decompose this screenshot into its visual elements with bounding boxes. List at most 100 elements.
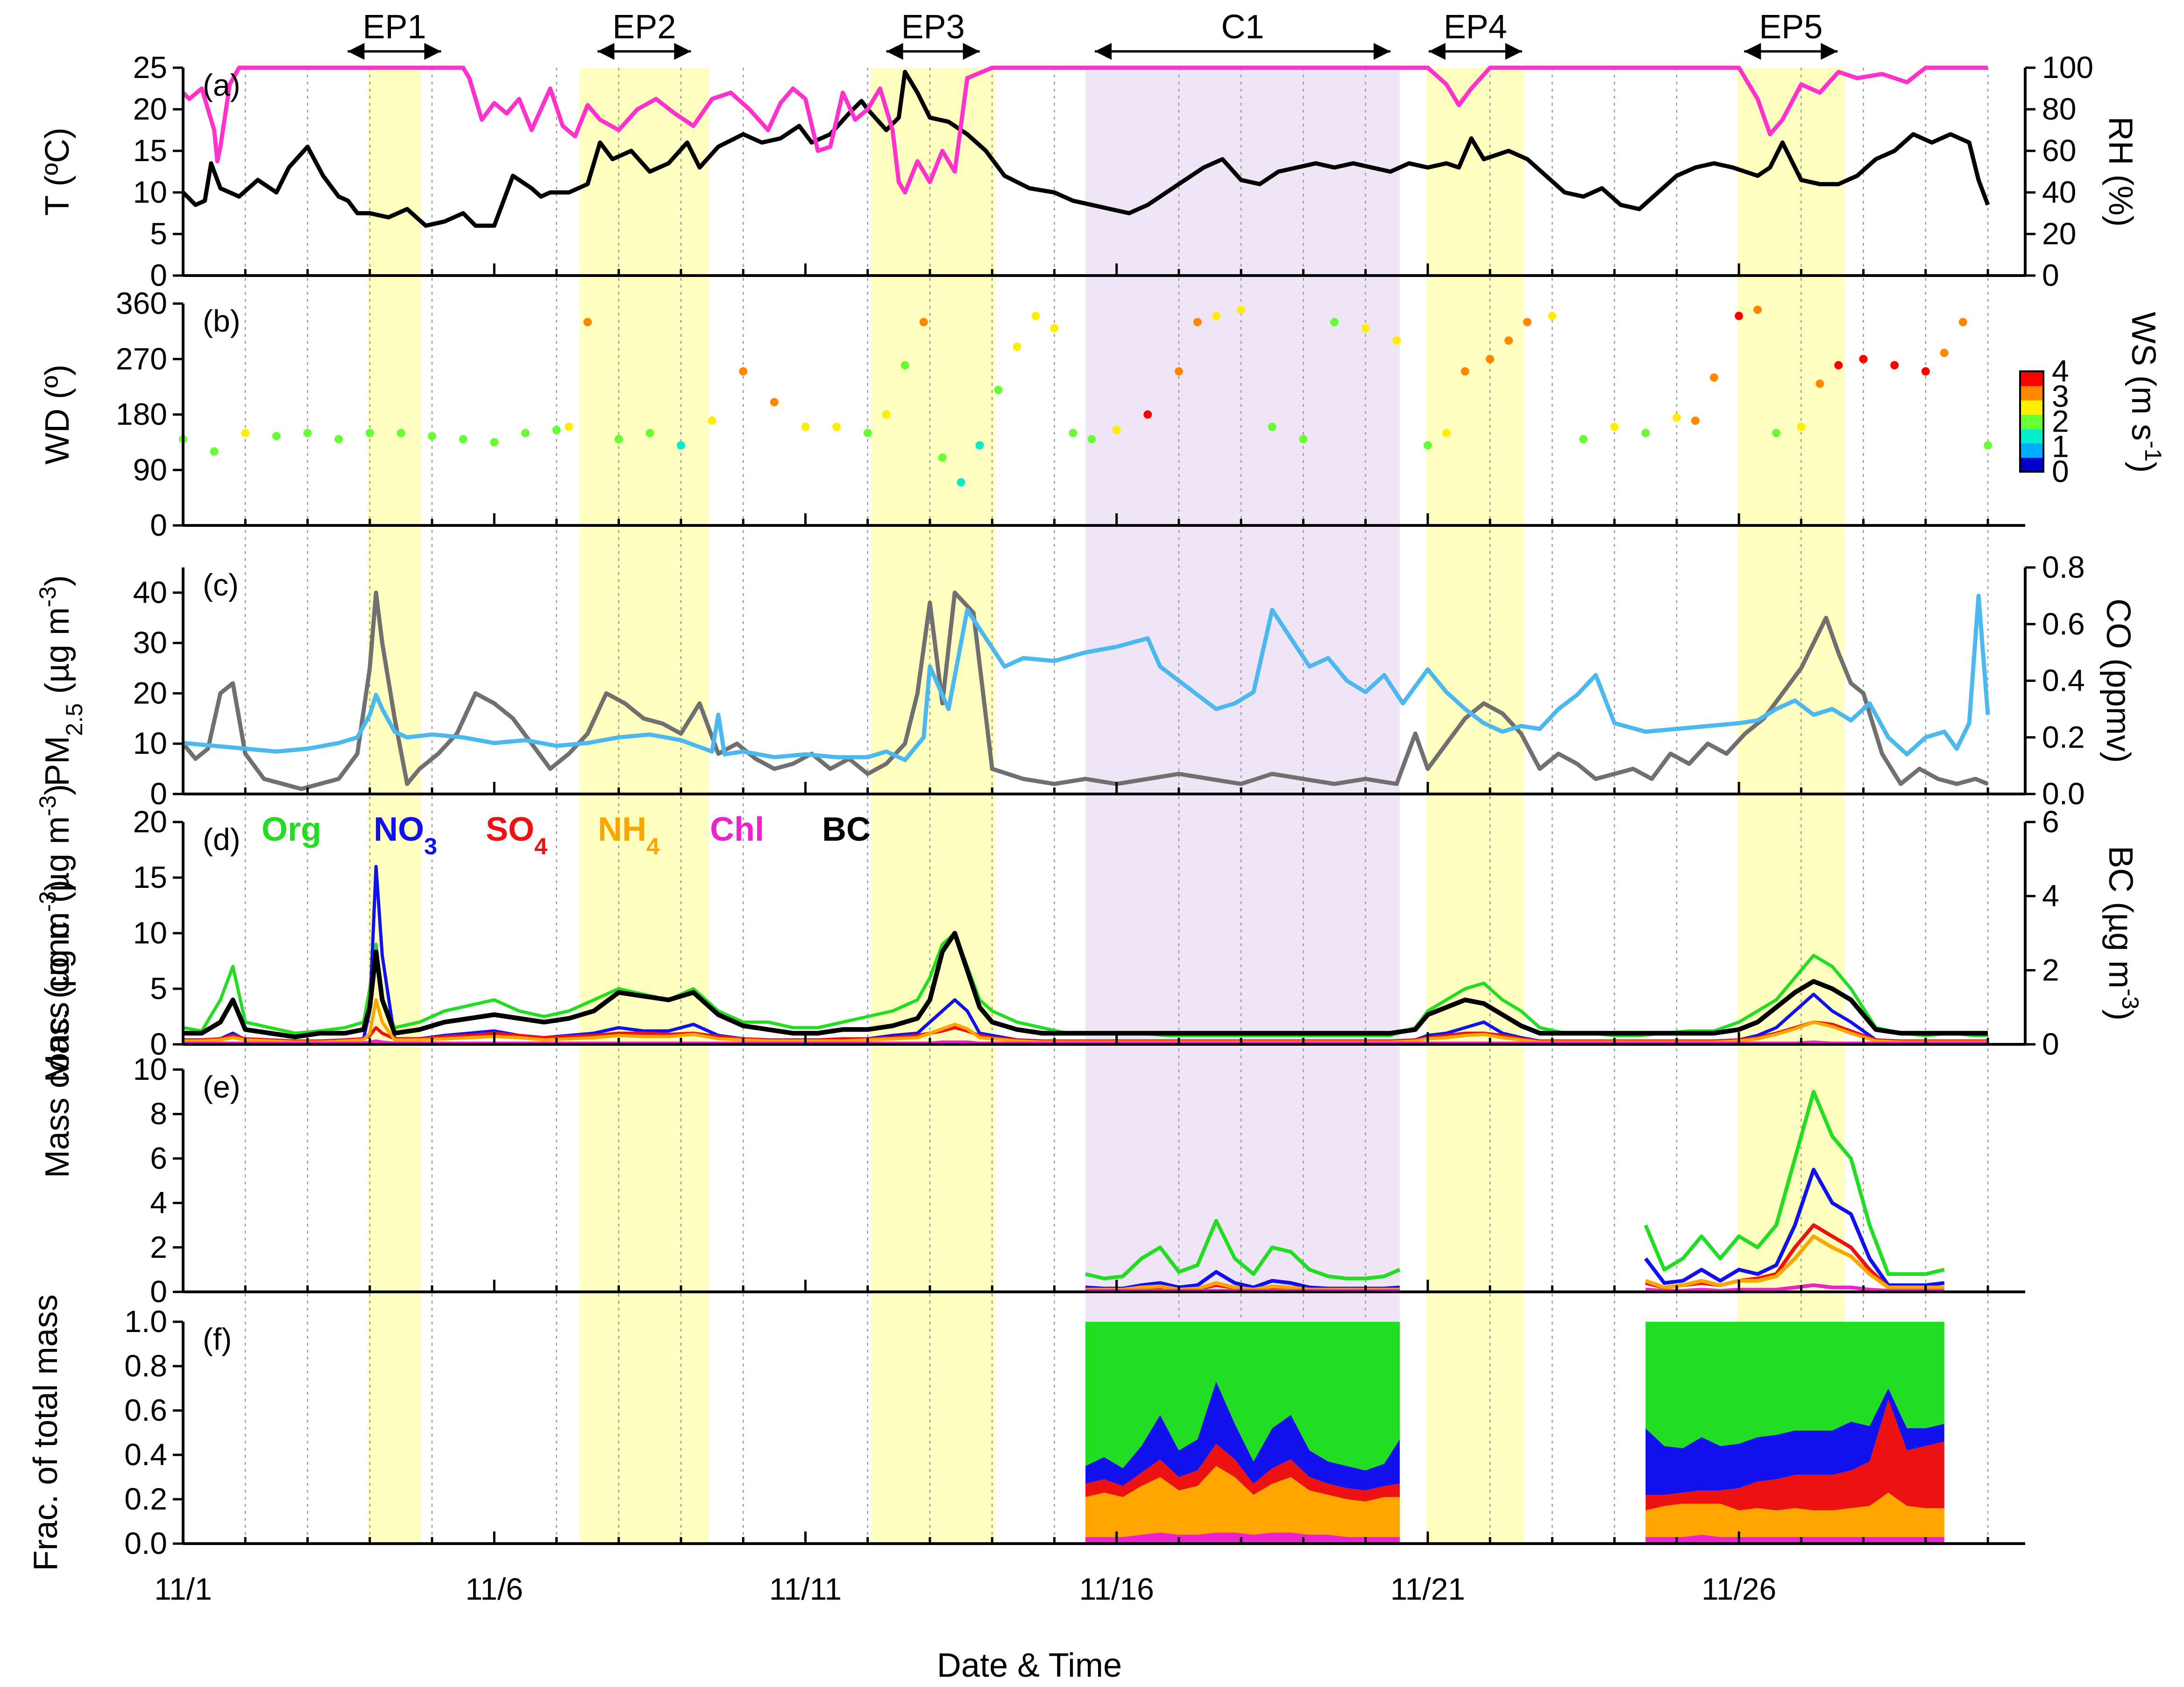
y-axis-title-left-d: Mass conc. (µg m-3) xyxy=(34,784,77,1082)
x-tick-label: 11/11 xyxy=(769,1572,842,1606)
y-axis-title-right-a: RH (%) xyxy=(2102,117,2139,227)
legend-item-chl: Chl xyxy=(710,811,764,848)
wd-point xyxy=(1050,324,1059,333)
area-so4-seg1 xyxy=(1645,1399,1944,1510)
wd-point xyxy=(614,435,623,444)
data-series xyxy=(179,65,1993,1544)
wd-point xyxy=(1797,422,1806,431)
y-tick-label-left: 25 xyxy=(133,50,167,85)
period-arrowhead-left xyxy=(1428,43,1446,60)
y-axis-title-left-b: WD (º) xyxy=(39,364,76,464)
y-tick-label-left: 270 xyxy=(116,341,167,376)
wd-point xyxy=(210,447,219,456)
y-tick-label-right: 100 xyxy=(2042,50,2093,85)
y-axis-title-left-a: T (ºC) xyxy=(39,128,76,216)
y-tick-label-left: 0 xyxy=(150,776,167,811)
wd-point xyxy=(1610,422,1619,431)
wd-point xyxy=(1299,435,1308,444)
x-tick-label: 11/16 xyxy=(1079,1572,1154,1606)
wd-point xyxy=(938,453,947,462)
panel-tag-d: (d) xyxy=(203,822,241,857)
legend-item-bc: BC xyxy=(822,811,871,848)
panel-tag-b: (b) xyxy=(203,304,241,338)
wd-point xyxy=(1392,336,1401,345)
colorbar-swatch xyxy=(2020,400,2043,415)
wd-point xyxy=(1753,305,1762,314)
wd-point xyxy=(1579,435,1588,444)
line-nh4-seg1 xyxy=(1645,1234,1944,1290)
wd-point xyxy=(1143,410,1152,419)
line-no3-seg1 xyxy=(1644,1168,1945,1287)
colorbar-swatch xyxy=(2020,414,2043,429)
panel-tag-c: (c) xyxy=(203,567,239,602)
area-nh4-seg1 xyxy=(1645,1492,1944,1537)
y-tick-label-left: 10 xyxy=(133,915,167,950)
wd-point xyxy=(1984,441,1993,450)
line-org-seg1 xyxy=(1644,1090,1945,1276)
panel-tag-a: (a) xyxy=(203,68,241,102)
y-tick-label-right: 0 xyxy=(2042,1027,2059,1061)
colorbar-swatch xyxy=(2020,371,2043,386)
y-tick-label-right: 80 xyxy=(2042,92,2076,126)
period-band-ep3 xyxy=(871,68,995,1544)
wd-point xyxy=(1815,379,1824,388)
colorbar-swatch xyxy=(2020,428,2043,444)
y-tick-label-left: 5 xyxy=(150,216,167,251)
wd-point xyxy=(1087,435,1096,444)
period-label-ep4: EP4 xyxy=(1444,8,1507,46)
period-arrowhead-right xyxy=(1373,43,1390,60)
wd-point xyxy=(365,429,374,438)
species-legend: Org NO3 SO4 NH4 Chl BC xyxy=(262,811,871,859)
wd-point xyxy=(583,318,592,326)
period-arrowhead-right xyxy=(674,43,691,60)
y-tick-label-left: 1.0 xyxy=(124,1304,167,1339)
wd-point xyxy=(1361,324,1370,333)
wd-point xyxy=(882,410,891,419)
wd-point xyxy=(334,435,343,444)
wd-point xyxy=(427,432,436,440)
wd-point xyxy=(1013,342,1021,351)
legend-item-so4: SO4 xyxy=(486,811,547,859)
y-tick-label-right: 0 xyxy=(2042,258,2059,292)
wd-point xyxy=(957,478,965,487)
wd-point xyxy=(1859,354,1868,363)
period-band-ep5 xyxy=(1737,68,1845,1544)
period-band-c1 xyxy=(1085,68,1400,1544)
wd-point xyxy=(1330,318,1339,326)
wd-point xyxy=(1174,367,1183,376)
line-pm25 xyxy=(181,590,1989,791)
wd-point xyxy=(1193,318,1202,326)
period-arrowhead-left xyxy=(347,43,365,60)
panel-tag-f: (f) xyxy=(203,1322,232,1356)
y-tick-label-left: 360 xyxy=(116,286,167,320)
wd-point xyxy=(645,429,654,438)
wd-point xyxy=(1486,354,1495,363)
y-tick-label-left: 90 xyxy=(133,452,167,487)
wd-point xyxy=(1237,305,1246,314)
y-tick-label-left: 5 xyxy=(150,971,167,1006)
y-tick-label-left: 0 xyxy=(150,258,167,292)
y-axis-title-mass-conc: Mass conc. (µg m-3) xyxy=(34,880,77,1178)
y-tick-label-left: 10 xyxy=(133,175,167,209)
colorbar-tick-label: 0 xyxy=(2052,454,2069,489)
panel-tag-e: (e) xyxy=(203,1070,241,1104)
y-tick-label-left: 6 xyxy=(150,1141,167,1175)
wd-point xyxy=(1112,425,1121,434)
colorbar-title: WS (m s-1) xyxy=(2125,312,2167,473)
y-tick-label-right: 20 xyxy=(2042,216,2076,251)
colorbar-tick-label: 1 xyxy=(2052,429,2069,463)
wd-point xyxy=(676,441,685,450)
period-label-ep5: EP5 xyxy=(1759,8,1822,46)
y-tick-label-left: 8 xyxy=(150,1096,167,1131)
wd-point xyxy=(901,361,909,369)
colorbar-tick-label: 2 xyxy=(2052,404,2069,439)
wd-point xyxy=(739,367,748,376)
line-rh xyxy=(181,65,1988,195)
y-tick-label-right: 60 xyxy=(2042,133,2076,168)
line-co xyxy=(183,594,1990,762)
period-band-ep4 xyxy=(1426,68,1525,1544)
period-label-ep3: EP3 xyxy=(901,8,965,46)
wd-point xyxy=(1031,312,1040,320)
period-arrowhead-left xyxy=(597,43,615,60)
wd-point xyxy=(1069,429,1078,438)
